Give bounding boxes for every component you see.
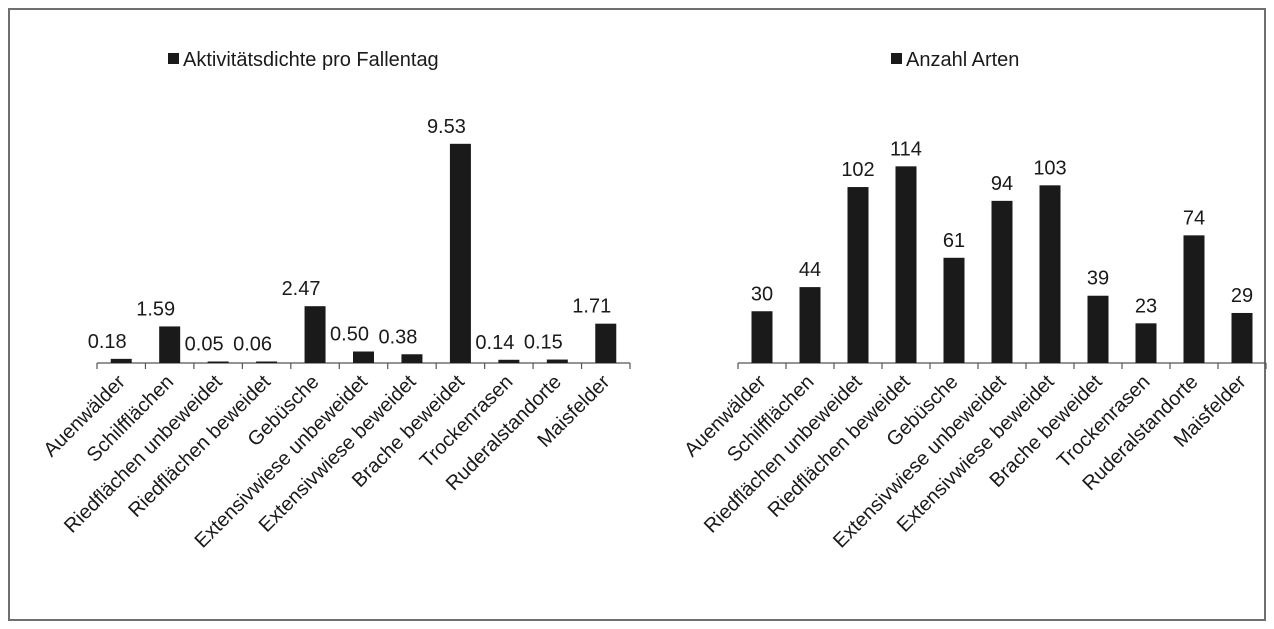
chart2-data-label: 44 — [799, 259, 821, 281]
chart1-data-label: 2.47 — [282, 278, 321, 300]
chart1-legend-swatch — [168, 53, 179, 64]
chart2-bar — [799, 287, 821, 363]
chart1-bar — [353, 351, 374, 363]
chart1-data-label: 0.18 — [88, 331, 127, 353]
chart2-data-label: 23 — [1135, 295, 1157, 317]
chart2-bar — [1039, 185, 1061, 363]
chart1-data-label: 9.53 — [427, 116, 466, 138]
chart2-bar — [943, 257, 965, 363]
chart1-bar — [498, 359, 520, 363]
chart2-bar — [751, 311, 773, 363]
chart1-data-label: 0.50 — [330, 324, 369, 346]
chart2-legend-label: Anzahl Arten — [906, 49, 1019, 71]
chart2-bar — [1087, 295, 1109, 363]
chart1-bar — [546, 359, 568, 363]
chart1-bar — [110, 358, 132, 363]
chart1-plot: 0.18Auenwälder1.59Schilfflächen0.05Riedf… — [40, 116, 631, 552]
chart2-data-label: 114 — [890, 138, 922, 160]
chart1-data-label: 1.71 — [572, 296, 611, 318]
chart1-bar — [449, 143, 471, 363]
chart1-data-label: 0.38 — [378, 326, 417, 348]
chart1-bar — [401, 354, 423, 363]
chart2-legend-swatch — [891, 53, 902, 64]
chart1-data-label: 0.14 — [475, 332, 514, 354]
chart1-bar — [256, 361, 278, 363]
chart1-data-label: 0.06 — [233, 334, 272, 356]
chart2-data-label: 74 — [1183, 207, 1205, 229]
chart2-data-label: 103 — [1033, 157, 1066, 179]
chart1-data-label: 0.05 — [185, 334, 224, 356]
chart2-data-label: 102 — [841, 159, 874, 181]
chart1-bar — [304, 306, 326, 363]
chart2-bar — [847, 187, 869, 363]
chart2-data-label: 94 — [991, 173, 1013, 195]
chart2-data-label: 30 — [751, 283, 773, 305]
chart1-bar — [207, 361, 229, 363]
chart2-bar — [1231, 312, 1253, 363]
chart1-bar — [595, 323, 617, 363]
chart2-bar — [1183, 235, 1205, 363]
chart1-data-label: 0.15 — [524, 332, 563, 354]
chart1-legend-label: Aktivitätsdichte pro Fallentag — [183, 49, 439, 71]
chart2-legend: Anzahl Arten — [891, 49, 1019, 71]
chart1-bar — [159, 326, 181, 363]
chart2-data-label: 39 — [1087, 268, 1109, 290]
chart2-bar — [895, 166, 917, 363]
chart2-data-label: 61 — [943, 230, 965, 252]
chart2-data-label: 29 — [1231, 285, 1253, 307]
chart2-bar — [991, 200, 1013, 363]
chart2-bar — [1135, 323, 1157, 363]
chart2-plot: 30Auenwälder44Schilfflächen102Riedfläche… — [680, 138, 1267, 552]
chart1-data-label: 1.59 — [136, 298, 175, 320]
chart1-legend: Aktivitätsdichte pro Fallentag — [168, 49, 439, 71]
